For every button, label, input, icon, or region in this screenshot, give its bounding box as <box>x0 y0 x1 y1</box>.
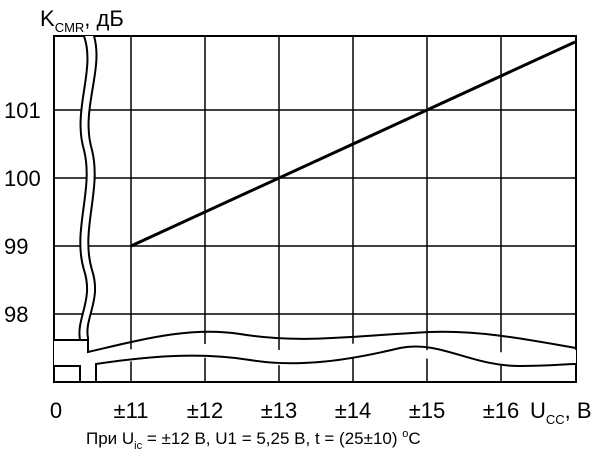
grid-lines <box>54 36 576 382</box>
footnote-prefix: При U <box>86 429 134 448</box>
y-axis-break <box>54 35 98 358</box>
x-tick-labels: ±11 ±12 ±13 ±14 ±15 ±16 <box>114 398 520 423</box>
x-axis-label: UCC, В <box>530 398 592 427</box>
footnote-sup: o <box>402 428 408 440</box>
footnote-sub: ic <box>134 440 142 450</box>
x-origin-label: 0 <box>50 398 62 423</box>
y-axis-label-sub: CMR <box>55 20 85 35</box>
x-axis-label-main: U <box>530 398 546 423</box>
y-tick-label: 98 <box>4 302 28 327</box>
x-tick-label: ±16 <box>483 398 520 423</box>
x-tick-label: ±13 <box>261 398 298 423</box>
y-tick-labels: 98 99 100 101 <box>4 98 41 327</box>
conditions-footnote: При Uic = ±12 В, U1 = 5,25 В, t = (25±10… <box>86 428 421 450</box>
series-line <box>130 40 576 248</box>
x-axis-break <box>54 330 577 382</box>
y-tick-label: 99 <box>4 234 28 259</box>
y-tick-label: 100 <box>4 166 41 191</box>
x-tick-label: ±14 <box>335 398 372 423</box>
footnote-suffix: C <box>408 429 420 448</box>
y-axis-label: KCMR, дБ <box>40 6 124 35</box>
y-axis-label-main: K <box>40 6 55 31</box>
y-axis-label-unit: , дБ <box>84 6 124 31</box>
y-tick-label: 101 <box>4 98 41 123</box>
series-layer <box>130 40 576 248</box>
x-tick-label: ±15 <box>409 398 446 423</box>
footnote-mid: = ±12 В, U1 = 5,25 В, t = (25±10) <box>142 429 402 448</box>
x-axis-label-unit: , В <box>565 398 592 423</box>
x-axis-label-sub: CC <box>546 412 565 427</box>
plot-frame <box>53 35 577 383</box>
x-tick-label: ±11 <box>114 398 149 423</box>
x-tick-label: ±12 <box>187 398 224 423</box>
